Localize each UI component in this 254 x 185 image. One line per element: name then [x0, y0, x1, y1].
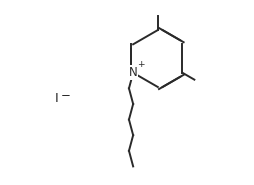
Text: N: N	[128, 66, 137, 79]
Text: +: +	[137, 60, 144, 69]
Text: −: −	[60, 89, 70, 102]
Text: I: I	[55, 92, 58, 105]
